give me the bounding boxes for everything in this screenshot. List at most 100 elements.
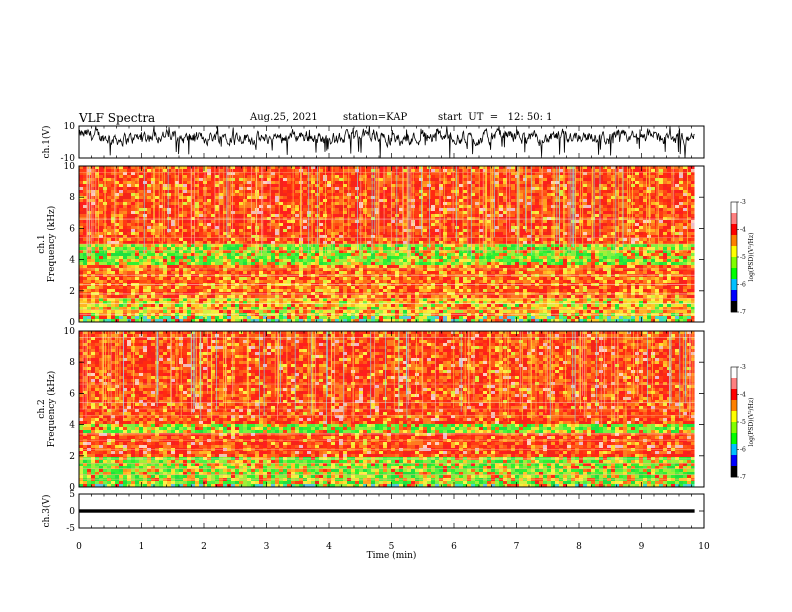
ch1-spec-cell [391,289,395,292]
ch1-spec-cell [339,172,343,175]
ch1-spec-cell [187,295,191,298]
ch1-spec-cell [283,310,287,313]
ch1-spec-cell [435,277,439,280]
ch1-spec-cell [415,166,419,169]
ch1-spec-cell [195,256,199,259]
ch1-spec-cell [115,184,119,187]
ch1-spec-cell [191,169,195,172]
ch1-spec-cell [179,175,183,178]
ch1-spec-cell [179,280,183,283]
ch1-spec-cell [211,199,215,202]
ch1-spec-cell [399,301,403,304]
ch1-spec-cell [391,172,395,175]
ch1-spec-cell [263,175,267,178]
ch1-spec-cell [227,232,231,235]
ch1-spec-cell [335,280,339,283]
ch1-spec-cell [211,184,215,187]
ch1-spec-cell [323,187,327,190]
ch1-spec-cell [323,175,327,178]
ch1-spec-cell [139,202,143,205]
ch1-spec-cell [207,247,211,250]
ch1-spec-cell [379,238,383,241]
ch1-spec-cell [139,295,143,298]
ch1-spec-cell [323,214,327,217]
ch1-spec-cell [423,235,427,238]
ch1-spec-cell [431,277,435,280]
ch1-spec-cell [407,298,411,301]
ch1-spec-cell [119,301,123,304]
ch1-spec-cell [183,223,187,226]
ch1-spec-cell [371,214,375,217]
ch1-spec-cell [207,208,211,211]
ch1-spec-cell [279,190,283,193]
ch1-spec-cell [403,277,407,280]
ch1-spec-cell [371,217,375,220]
ch1-spec-cell [347,247,351,250]
ch1-spec-cell [103,298,107,301]
ch1-spec-cell [119,178,123,181]
ch1-spec-cell [191,211,195,214]
ch1-spec-cell [199,277,203,280]
ch1-spec-cell [179,181,183,184]
ch1-spec-cell [215,250,219,253]
ch1-spec-cell [163,238,167,241]
ch1-spec-cell [247,202,251,205]
ch1-spec-cell [283,295,287,298]
ch1-spec-cell [171,172,175,175]
ch1-spec-cell [331,169,335,172]
ch1-spec-cell [271,223,275,226]
ch1-spec-cell [87,268,91,271]
ch1-spec-cell [367,172,371,175]
ch1-spec-cell [119,295,123,298]
ch1-spec-cell [259,199,263,202]
ch1-spec-cell [235,253,239,256]
ch1-spec-cell [263,253,267,256]
ch1-spec-cell [183,250,187,253]
ch1-spec-cell [235,187,239,190]
ch1-spec-cell [315,223,319,226]
ch1-spec-cell [423,223,427,226]
ch1-spec-cell [179,229,183,232]
ch1-spec-cell [391,187,395,190]
ch1-spec-cell [415,199,419,202]
ch1-spec-cell [387,187,391,190]
ch1-spec-cell [267,250,271,253]
ch1-spec-cell [367,319,371,322]
ch1-spec-cell [391,307,395,310]
ch1-spec-cell [123,181,127,184]
ch1-spec-cell [335,259,339,262]
ch1-spec-cell [263,289,267,292]
ch1-spec-cell [119,220,123,223]
ch1-spec-cell [251,208,255,211]
ch1-spec-cell [267,316,271,319]
ch1-spec-cell [187,196,191,199]
ch1-spec-cell [271,184,275,187]
ch1-spec-cell [91,280,95,283]
ch1-spec-cell [211,253,215,256]
ch1-spec-cell [335,172,339,175]
ch1-spec-cell [139,166,143,169]
ch1-spec-cell [243,190,247,193]
ch1-spec-cell [267,190,271,193]
ch1-spec-cell [335,307,339,310]
ch1-spec-cell [287,172,291,175]
ch1-spec-cell [243,253,247,256]
ch1-spec-cell [259,301,263,304]
ch1-spec-cell [415,271,419,274]
ch1-spec-cell [87,265,91,268]
ch1-spec-cell [267,310,271,313]
ch1-spec-cell [315,244,319,247]
ch1-spec-cell [435,217,439,220]
ch1-spec-cell [139,253,143,256]
ch1-spec-cell [175,253,179,256]
ch1-spec-cell [131,193,135,196]
ch1-spec-cell [355,250,359,253]
ch1-spec-cell [199,286,203,289]
ch1-spec-cell [295,310,299,313]
ch1-spec-cell [219,178,223,181]
ch1-spec-cell [311,259,315,262]
ch1-spec-cell [299,307,303,310]
ch1-spec-cell [231,319,235,322]
ch1-spec-cell [79,292,83,295]
ch1-spec-cell [323,271,327,274]
